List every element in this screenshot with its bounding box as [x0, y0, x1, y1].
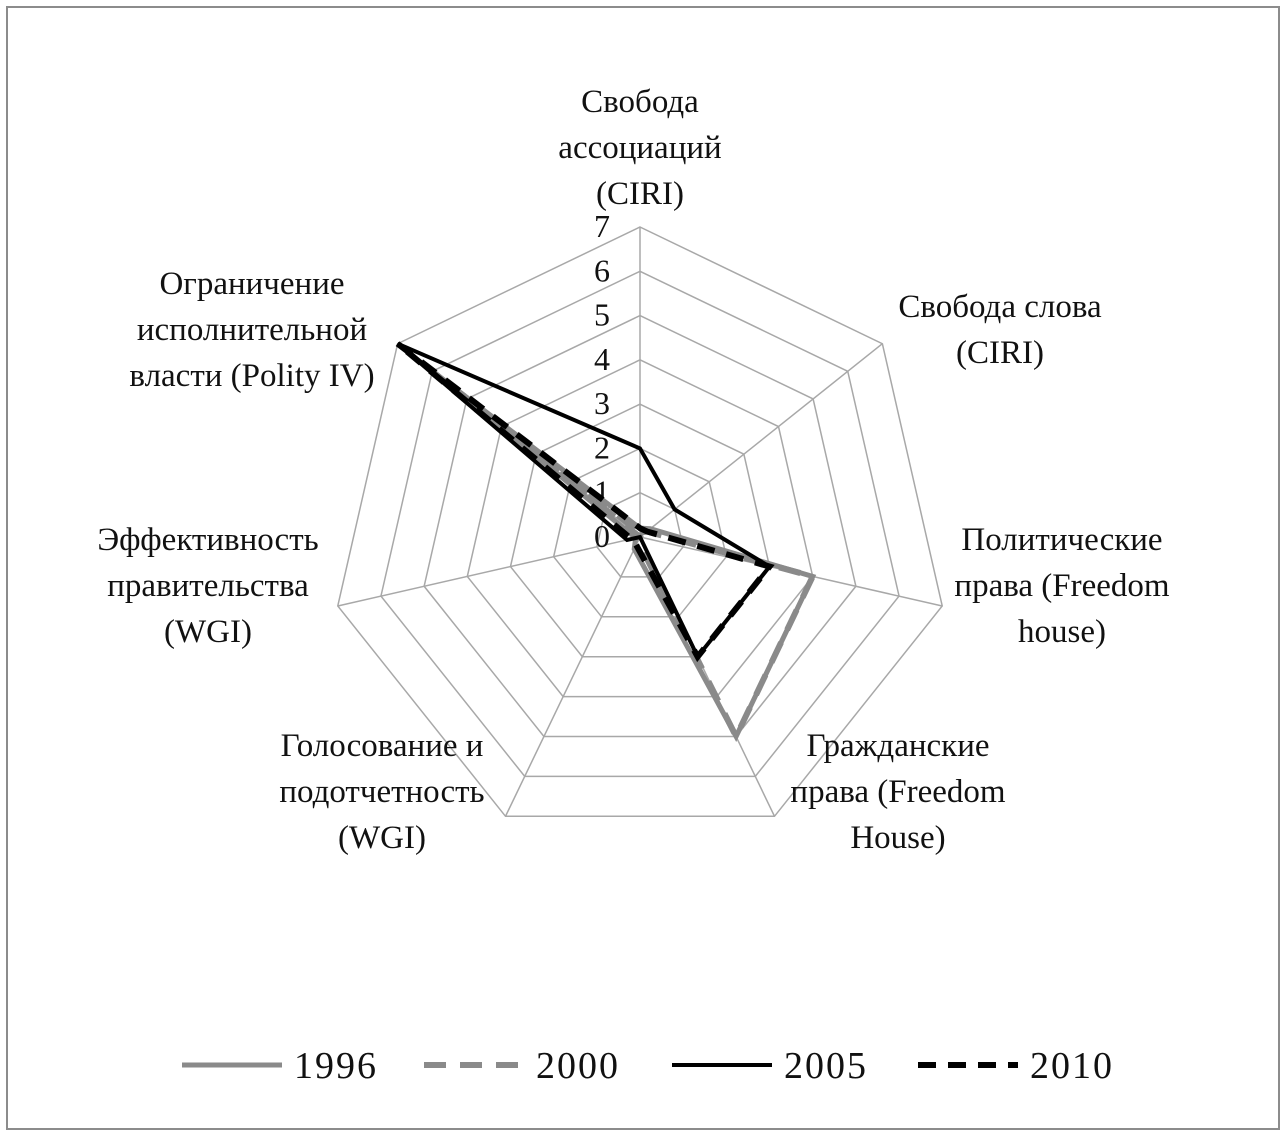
spoke-4 [504, 536, 641, 817]
grid-ring-7 [336, 226, 944, 818]
axis-label-4: Голосование и подотчетность (WGI) [279, 728, 484, 856]
legend: 1996 2000 2005 2010 [182, 1045, 1114, 1087]
radar-axis-labels: Свобода ассоциаций (CIRI) Свобода слова (CIR… [97, 84, 1170, 856]
grid-ring-6 [380, 270, 900, 778]
tick-label: 4 [594, 341, 610, 377]
axis-label-3: Гражданские права (Freedom House) [790, 728, 1005, 856]
legend-label-2010: 2010 [1030, 1045, 1114, 1087]
tick-label: 3 [594, 385, 610, 421]
grid-ring-4 [466, 359, 814, 698]
spoke-1 [639, 343, 883, 538]
tick-label: 0 [594, 518, 610, 554]
legend-label-2000: 2000 [536, 1045, 620, 1087]
tick-label: 2 [594, 429, 610, 465]
axis-label-0: Свобода ассоциаций (CIRI) [558, 84, 721, 212]
series-1996 [430, 369, 817, 742]
grid-ring-3 [509, 403, 771, 658]
axis-label-6: Ограничение исполнительной власти (Polity … [129, 266, 374, 394]
legend-label-1996: 1996 [294, 1045, 378, 1087]
tick-label: 6 [594, 252, 610, 288]
spoke-5 [337, 536, 641, 607]
series-2000 [430, 368, 817, 744]
tick-label: 5 [594, 297, 610, 333]
tick-label: 7 [594, 208, 610, 244]
radar-series [395, 341, 817, 744]
grid-ring-2 [552, 447, 728, 618]
series-2010 [395, 341, 775, 663]
axis-label-5: Эффективность правительства (WGI) [97, 522, 318, 650]
axis-label-1: Свобода слова (CIRI) [898, 289, 1102, 371]
grid-ring-5 [423, 314, 857, 738]
axis-label-2: Политические права (Freedom house) [954, 522, 1169, 650]
legend-label-2005: 2005 [784, 1045, 868, 1087]
